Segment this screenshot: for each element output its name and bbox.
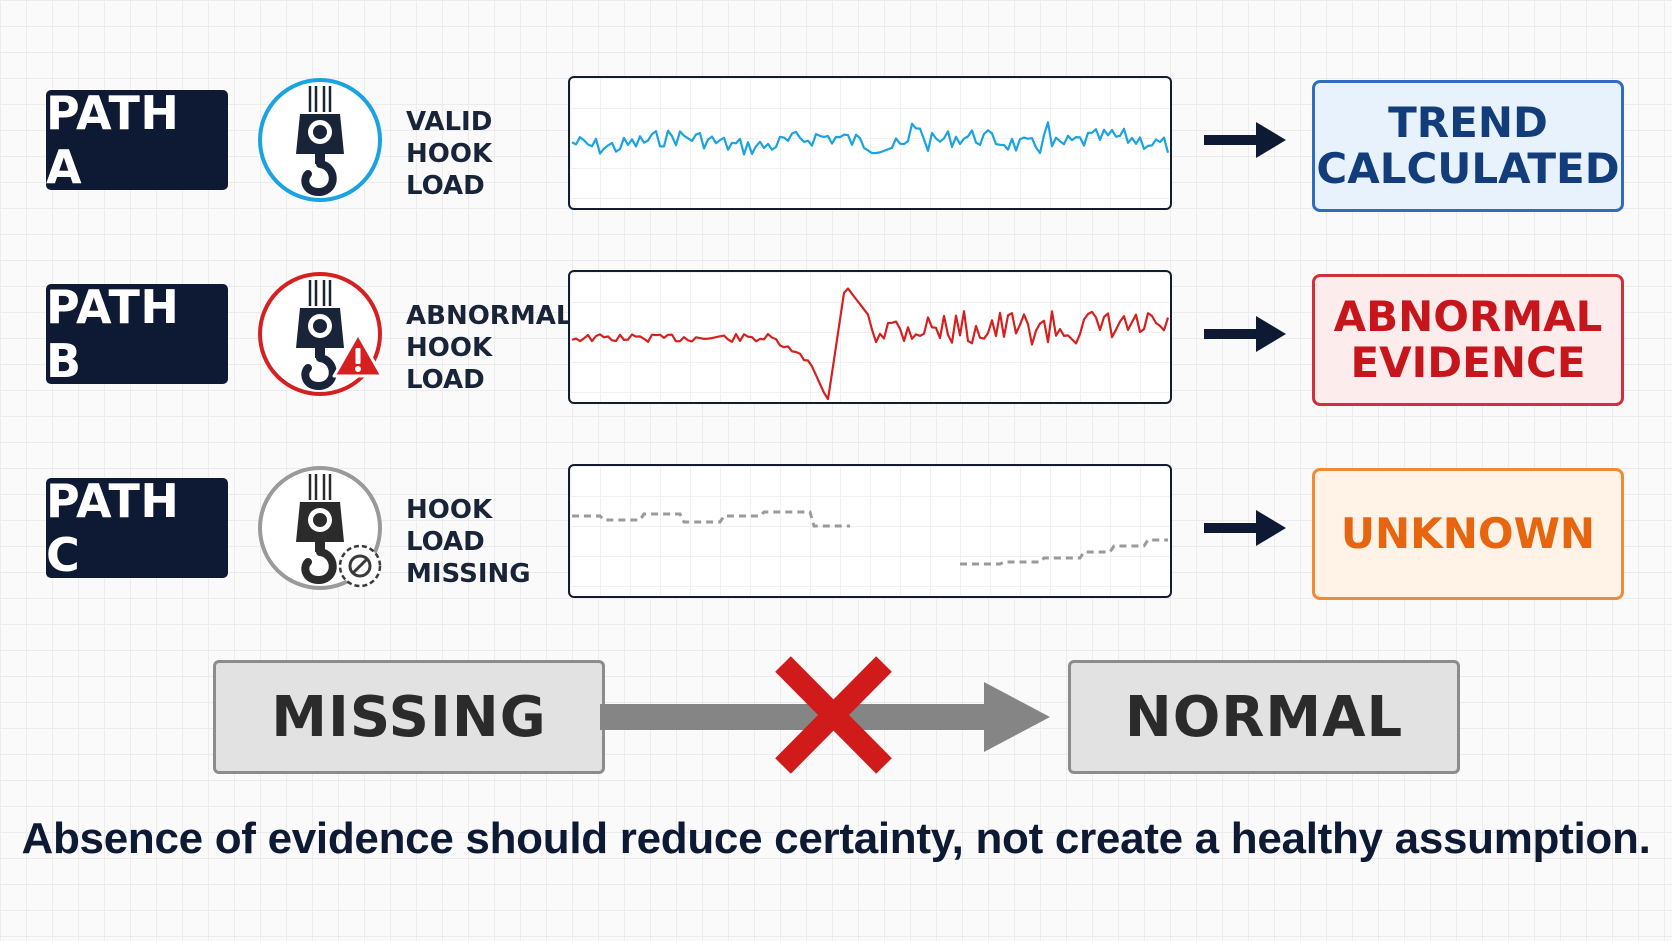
path-b-arrow-icon	[1204, 316, 1286, 352]
path-c-signal-chart	[568, 464, 1172, 598]
path-c-status-line2: MISSING	[406, 559, 531, 589]
path-b-status: ABNORMAL HOOK LOAD	[406, 300, 573, 396]
blocked-flow-arrow	[600, 656, 1050, 774]
path-a-row: PATH A VALID HOOK LOAD TREND CALCULATED	[0, 70, 1672, 212]
path-b-signal-line	[571, 287, 1170, 401]
path-a-outcome-line2: CALCULATED	[1316, 144, 1620, 193]
path-a-status: VALID HOOK LOAD	[406, 106, 556, 202]
normal-box: NORMAL	[1068, 660, 1460, 774]
crane-hook-icon	[258, 272, 384, 396]
path-b-outcome-line1: ABNORMAL	[1333, 292, 1603, 341]
path-c-signal-segment-2	[960, 538, 1168, 566]
path-b-status-line2: HOOK LOAD	[406, 333, 493, 395]
flow-arrow-shaft	[600, 704, 990, 730]
path-c-label: PATH C	[46, 474, 228, 582]
path-b-signal-chart	[568, 270, 1172, 404]
path-a-outcome: TREND CALCULATED	[1312, 80, 1624, 212]
caption: Absence of evidence should reduce certai…	[21, 814, 1651, 863]
path-b-status-line1: ABNORMAL	[406, 301, 573, 331]
path-a-status-line2: HOOK LOAD	[406, 139, 493, 201]
flow-arrow-head	[984, 682, 1050, 752]
path-a-signal-line	[571, 121, 1170, 156]
path-c-row: PATH C HOOK LOAD MISSING UNKNOWN	[0, 458, 1672, 600]
path-c-status-line1: HOOK LOAD	[406, 495, 493, 557]
path-a-label: PATH A	[46, 86, 228, 194]
path-c-outcome-line1: UNKNOWN	[1340, 509, 1596, 558]
path-c-status: HOOK LOAD MISSING	[406, 494, 556, 590]
path-b-outcome: ABNORMAL EVIDENCE	[1312, 274, 1624, 406]
path-a-status-line1: VALID	[406, 107, 493, 137]
path-b-outcome-line2: EVIDENCE	[1350, 338, 1586, 387]
path-c-signal-segment-1	[572, 510, 850, 528]
path-b-row: PATH B ABNORMAL HOOK LOAD ABNORMAL EVIDE…	[0, 264, 1672, 406]
crane-hook-icon	[258, 78, 382, 202]
path-a-outcome-line1: TREND	[1388, 98, 1548, 147]
cross-icon	[775, 656, 892, 774]
path-a-arrow-icon	[1204, 122, 1286, 158]
path-b-label: PATH B	[46, 280, 228, 388]
missing-box: MISSING	[213, 660, 605, 774]
path-a-signal-chart	[568, 76, 1172, 210]
path-c-arrow-icon	[1204, 510, 1286, 546]
crane-hook-icon	[258, 466, 382, 590]
path-c-outcome: UNKNOWN	[1312, 468, 1624, 600]
